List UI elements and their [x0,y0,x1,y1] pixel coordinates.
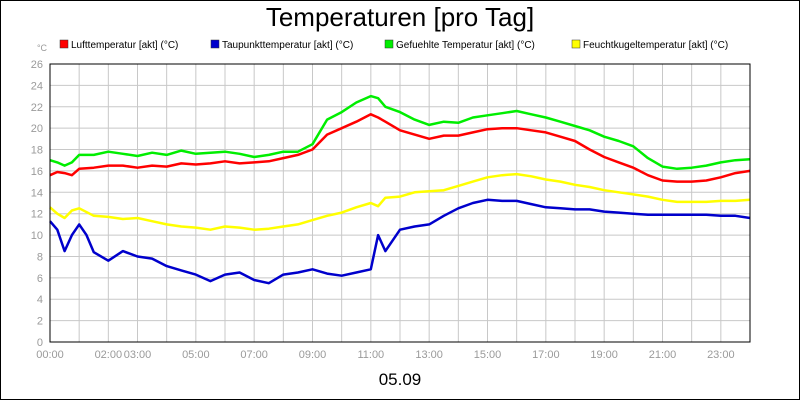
x-tick-label: 13:00 [415,349,443,361]
x-axis-date-label: 05.09 [379,370,422,389]
series-lines [49,94,751,285]
x-tick-label: 02:00 [95,349,123,361]
y-axis-unit: °C [37,43,48,53]
legend-label: Lufttemperatur [akt] (°C) [71,40,178,51]
y-tick-label: 20 [31,123,43,135]
y-tick-label: 4 [37,294,43,306]
y-tick-label: 24 [31,80,43,92]
x-tick-label: 23:00 [707,349,735,361]
x-axis-ticks: 00:00 02:00 03:00 05:00 07:00 09:00 11:00 13:00… [36,349,734,361]
y-tick-label: 2 [37,316,43,328]
series-line-2 [49,94,751,171]
y-tick-label: 26 [31,59,43,71]
y-tick-label: 12 [31,209,43,221]
legend-label: Gefuehlte Temperatur [akt] (°C) [396,40,535,51]
x-tick-label: 07:00 [240,349,268,361]
legend-label: Feuchtkugeltemperatur [akt] (°C) [583,40,728,51]
y-tick-label: 18 [31,145,43,157]
x-tick-label: 03:00 [124,349,152,361]
y-tick-label: 10 [31,230,43,242]
x-tick-label: 19:00 [590,349,618,361]
plot-area-border [49,63,751,343]
x-tick-label: 05:00 [182,349,210,361]
y-tick-label: 16 [31,166,43,178]
x-tick-label: 00:00 [36,349,64,361]
series-line-3 [49,172,751,231]
y-tick-label: 22 [31,102,43,114]
x-tick-label: 11:00 [357,349,384,361]
series-line-0 [49,113,751,183]
legend-swatch [571,39,581,49]
y-tick-label: 8 [37,251,43,263]
legend-swatch [384,39,394,49]
x-tick-label: 15:00 [474,349,502,361]
y-tick-label: 14 [31,187,43,199]
x-tick-label: 21:00 [649,349,677,361]
legend-label: Taupunkttemperatur [akt] (°C) [222,40,353,51]
series-line-1 [49,198,751,285]
y-tick-label: 0 [37,337,43,349]
y-tick-label: 6 [37,273,43,285]
x-tick-label: 09:00 [299,349,327,361]
legend-swatch [59,39,69,49]
x-tick-label: 17:00 [532,349,560,361]
legend-swatch [210,39,220,49]
chart-title: Temperaturen [pro Tag] [266,2,534,32]
legend: Lufttemperatur [akt] (°C) Taupunkttempera… [59,39,728,51]
grid [50,64,750,342]
